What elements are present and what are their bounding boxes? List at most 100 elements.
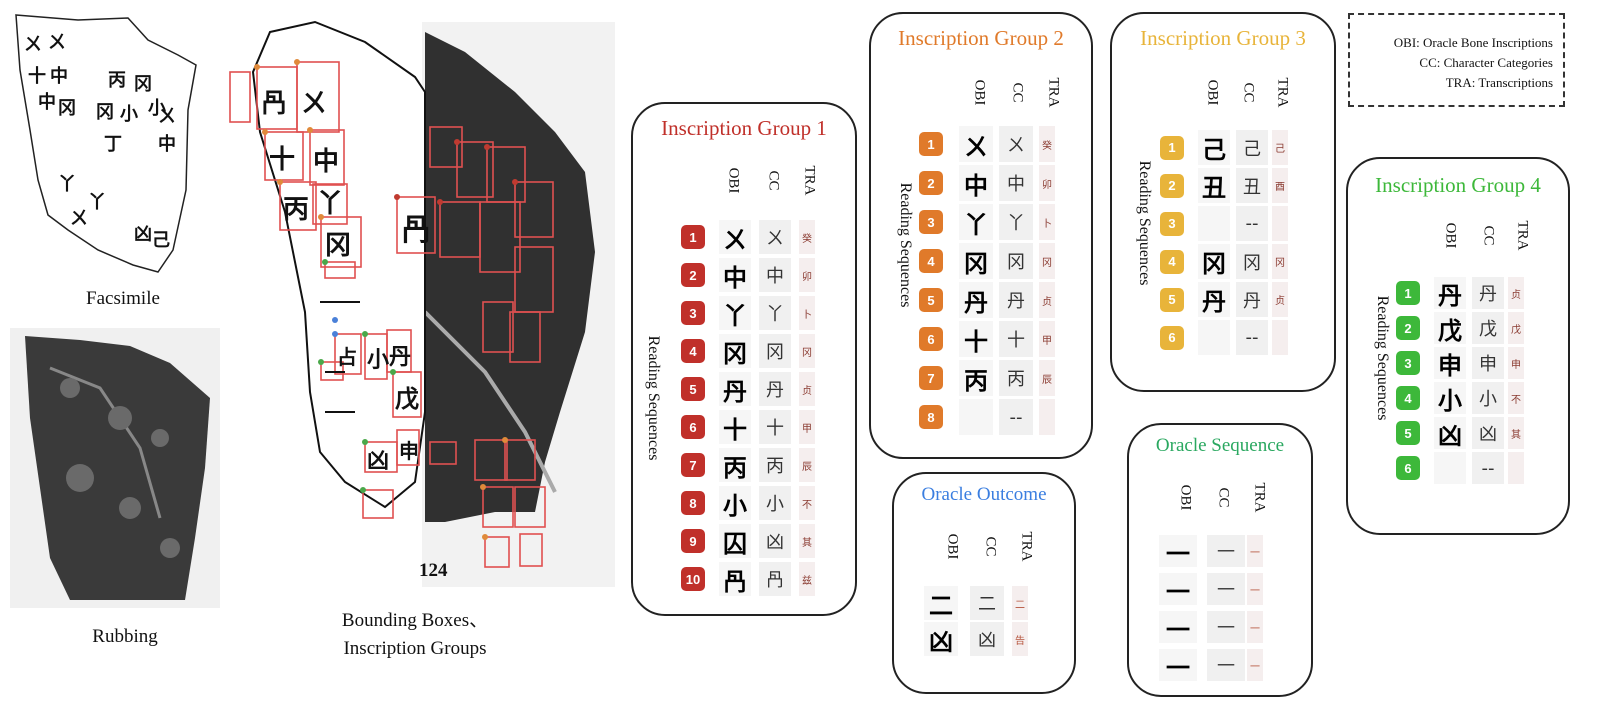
plate-number: 124 xyxy=(419,560,448,581)
reading-number: 7 xyxy=(681,453,705,477)
inscription-group-2: Inscription Group 2 OBI CC TRA Reading S… xyxy=(869,12,1093,459)
cc-glyph: 一 xyxy=(1207,649,1245,681)
tra-glyph: 冈 xyxy=(799,334,815,368)
g2-reading-label: Reading Sequences xyxy=(897,182,914,308)
svg-text:中: 中 xyxy=(158,133,176,155)
svg-text:冎: 冎 xyxy=(401,213,431,248)
rubbing-caption: Rubbing xyxy=(92,626,158,647)
cc-glyph: 丑 xyxy=(1236,168,1268,203)
g2-cc-header: CC xyxy=(1009,82,1026,103)
inscription-group-4: Inscription Group 4 OBI CC TRA Reading S… xyxy=(1346,157,1570,535)
legend-obi: OBI: Oracle Bone Inscriptions xyxy=(1393,35,1553,50)
reading-number: 4 xyxy=(1396,386,1420,410)
cc-glyph: 丹 xyxy=(759,372,791,406)
outcome-obi-header: OBI xyxy=(944,533,961,560)
tra-glyph: 甲 xyxy=(1039,321,1055,357)
obi-glyph: 二 xyxy=(924,586,958,620)
tra-glyph: 癸 xyxy=(799,220,815,254)
svg-text:丙: 丙 xyxy=(283,195,309,225)
abbreviation-legend: OBI: Oracle Bone Inscriptions CC: Charac… xyxy=(1348,13,1565,107)
cc-glyph: 一 xyxy=(1207,573,1245,605)
tra-glyph: 一 xyxy=(1247,649,1263,681)
obi-glyph: 十 xyxy=(719,410,751,444)
svg-text:冈: 冈 xyxy=(58,98,76,119)
tra-glyph: 卜 xyxy=(1039,204,1055,240)
tra-glyph: 卯 xyxy=(1039,165,1055,201)
g4-tra-header: TRA xyxy=(1514,220,1531,251)
reading-number: 5 xyxy=(1160,287,1184,312)
tra-glyph: 戊 xyxy=(1508,312,1524,344)
cc-glyph: 中 xyxy=(999,165,1033,201)
svg-text:丹: 丹 xyxy=(389,345,411,370)
obi-glyph: 丙 xyxy=(719,448,751,482)
tra-glyph: 其 xyxy=(799,524,815,558)
obi-glyph: 一 xyxy=(1159,611,1197,644)
oracle-outcome: Oracle Outcome OBI CC TRA 二二二凶凶告 xyxy=(892,472,1076,694)
outcome-tra-header: TRA xyxy=(1018,531,1035,562)
obi-glyph: 申 xyxy=(1434,347,1466,380)
svg-text:申: 申 xyxy=(399,439,419,463)
g1-reading-label: Reading Sequences xyxy=(645,335,662,461)
svg-text:十: 十 xyxy=(28,65,46,87)
cc-glyph: 丹 xyxy=(1472,277,1504,309)
g3-obi-header: OBI xyxy=(1204,79,1221,106)
svg-text:戊: 戊 xyxy=(395,385,419,413)
g4-reading-label: Reading Sequences xyxy=(1374,295,1391,421)
cc-glyph: ㄨ xyxy=(759,220,791,254)
tra-glyph: 冈 xyxy=(1272,244,1288,279)
cc-glyph: -- xyxy=(999,399,1033,435)
group-1-title: Inscription Group 1 xyxy=(661,116,827,140)
cc-glyph: 冈 xyxy=(759,334,791,368)
obi-glyph: 小 xyxy=(1434,382,1466,415)
cc-glyph: 己 xyxy=(1236,130,1268,165)
reading-number: 6 xyxy=(1160,325,1184,350)
reading-number: 3 xyxy=(1396,351,1420,375)
svg-text:己: 己 xyxy=(152,230,170,251)
group-3-title: Inscription Group 3 xyxy=(1140,26,1306,50)
cc-glyph: 冎 xyxy=(759,562,791,596)
group-2-title: Inscription Group 2 xyxy=(898,26,1064,50)
cc-glyph: -- xyxy=(1472,452,1504,484)
cc-glyph: 小 xyxy=(759,486,791,520)
obi-glyph: 丹 xyxy=(1198,282,1230,317)
svg-text:冈: 冈 xyxy=(325,231,351,261)
cc-glyph: 十 xyxy=(999,321,1033,357)
svg-text:ㄨ: ㄨ xyxy=(24,34,42,55)
cc-glyph: 丹 xyxy=(1236,282,1268,317)
bounding-box-image: 冎ㄨ 十中 丙丫冈 冎 占小 丹戊 凶申 xyxy=(225,12,615,587)
rubbing-image xyxy=(10,328,220,608)
svg-text:冈: 冈 xyxy=(96,102,114,123)
reading-number: 6 xyxy=(919,327,943,351)
tra-glyph: 申 xyxy=(1508,347,1524,379)
svg-text:ㄨ: ㄨ xyxy=(70,208,88,229)
tra-glyph: 卯 xyxy=(799,258,815,292)
cc-glyph: 冈 xyxy=(1236,244,1268,279)
tra-glyph: 癸 xyxy=(1039,126,1055,162)
bbox-caption-line1: Bounding Boxes、 xyxy=(341,610,489,631)
svg-text:凶: 凶 xyxy=(134,224,152,245)
sequence-tra-header: TRA xyxy=(1251,482,1268,513)
outcome-cc-header: CC xyxy=(982,536,999,557)
svg-text:丁: 丁 xyxy=(104,134,122,155)
svg-text:小: 小 xyxy=(120,104,138,125)
obi-glyph xyxy=(959,399,993,435)
legend-cc: CC: Character Categories xyxy=(1419,55,1553,70)
tra-glyph: 二 xyxy=(1012,586,1028,620)
obi-glyph: 冎 xyxy=(719,562,751,596)
svg-text:凶: 凶 xyxy=(367,449,389,474)
cc-glyph: 一 xyxy=(1207,611,1245,643)
svg-text:丫: 丫 xyxy=(58,174,76,195)
g4-obi-header: OBI xyxy=(1442,222,1459,249)
cc-glyph: 十 xyxy=(759,410,791,444)
obi-glyph: ㄨ xyxy=(959,126,993,162)
tra-glyph: 一 xyxy=(1247,611,1263,643)
reading-number: 6 xyxy=(1396,456,1420,480)
g2-tra-header: TRA xyxy=(1045,77,1062,108)
tra-glyph: 辰 xyxy=(799,448,815,482)
tra-glyph xyxy=(1272,206,1288,241)
reading-number: 2 xyxy=(919,171,943,195)
cc-glyph: 凶 xyxy=(759,524,791,558)
cc-glyph: -- xyxy=(1236,206,1268,241)
obi-glyph: 丫 xyxy=(719,296,751,330)
obi-glyph: 丹 xyxy=(719,372,751,406)
